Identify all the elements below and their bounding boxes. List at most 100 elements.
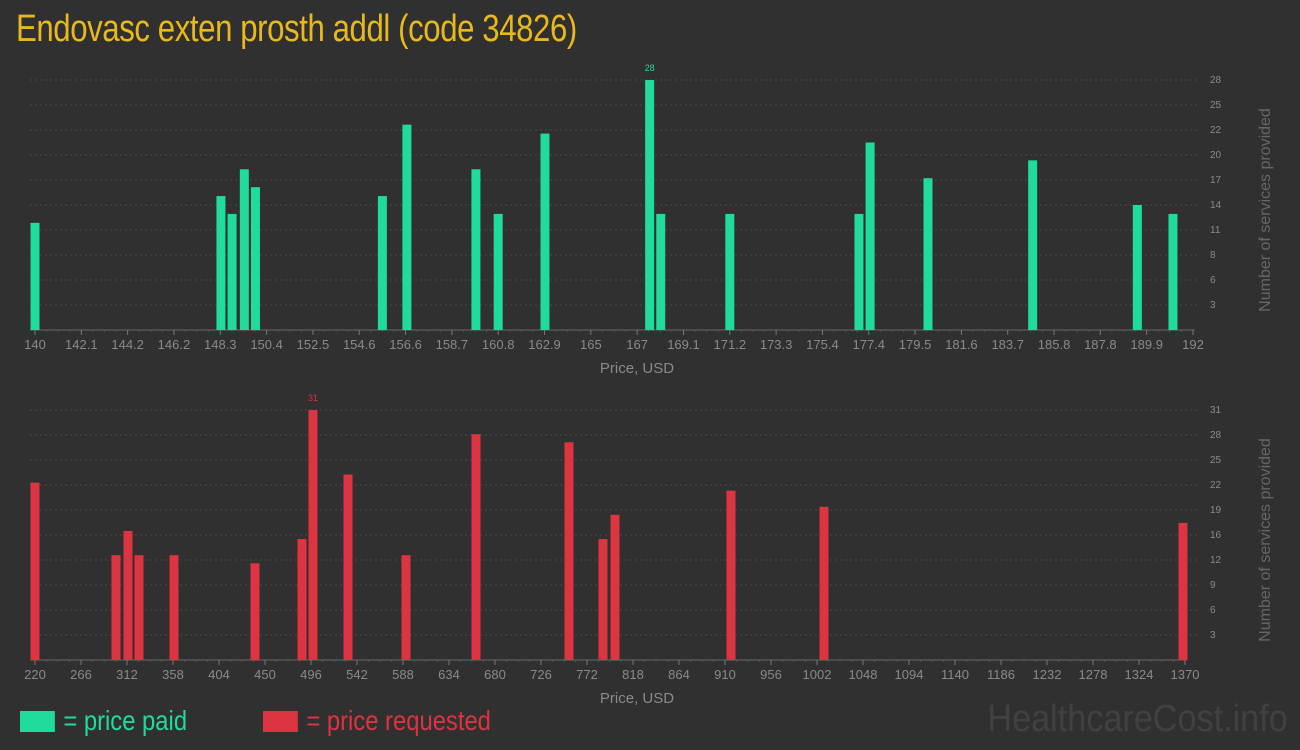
bar[interactable] — [610, 514, 620, 660]
y-tick-label: 14 — [1210, 200, 1222, 211]
x-tick-label: 158.7 — [436, 337, 469, 352]
requested-swatch-icon — [262, 710, 298, 732]
y-tick-label: 11 — [1210, 225, 1221, 236]
x-tick-label: 144.2 — [111, 337, 144, 352]
y-tick-label: 3 — [1210, 300, 1216, 311]
x-tick-label: 1002 — [803, 667, 832, 682]
x-tick-label: 680 — [484, 667, 506, 682]
x-tick-label: 146.2 — [158, 337, 191, 352]
y-tick-label: 25 — [1210, 455, 1222, 466]
y-tick-label: 12 — [1210, 555, 1222, 566]
bar[interactable] — [343, 474, 353, 660]
bar[interactable] — [598, 539, 608, 660]
y-tick-label: 8 — [1210, 250, 1216, 261]
y-tick-label: 3 — [1210, 630, 1216, 641]
x-tick-label: 165 — [580, 337, 602, 352]
y-tick-label: 19 — [1210, 505, 1222, 516]
y-tick-label: 9 — [1210, 580, 1216, 591]
x-tick-label: 148.3 — [204, 337, 237, 352]
x-tick-label: 171.2 — [714, 337, 747, 352]
bar[interactable] — [923, 178, 933, 330]
price-requested-chart-svg: 3 6 9 12 16 19 22 25 28 31 220 266 312 358 404 450 496 54… — [24, 393, 1274, 707]
y-tick-label: 6 — [1210, 275, 1216, 286]
page-title: Endovasc exten prosth addl (code 34826) — [16, 8, 577, 50]
x-tick-label: 154.6 — [343, 337, 376, 352]
legend-item-requested: = price requested — [262, 705, 490, 737]
bar[interactable] — [865, 142, 875, 331]
x-tick-label: 179.5 — [899, 337, 932, 352]
bar[interactable] — [493, 213, 503, 330]
x-tick-label: 152.5 — [297, 337, 330, 352]
bar[interactable] — [645, 80, 655, 330]
x-tick-label: 169.1 — [667, 337, 700, 352]
x-tick-label: 496 — [300, 667, 322, 682]
bar[interactable] — [377, 196, 387, 330]
bar[interactable] — [30, 482, 40, 660]
x-tick-label: 140 — [24, 337, 46, 352]
bar[interactable] — [30, 222, 40, 330]
x-tick-label: 175.4 — [806, 337, 839, 352]
max-value-label: 31 — [308, 393, 318, 403]
x-tick-label: 156.6 — [389, 337, 422, 352]
bar[interactable] — [656, 213, 666, 330]
legend: = price paid = price requested — [20, 705, 577, 737]
x-tick-label: 162.9 — [528, 337, 561, 352]
bar[interactable] — [471, 434, 481, 660]
x-tick-label: 450 — [254, 667, 276, 682]
bar[interactable] — [239, 169, 249, 330]
x-tick-label: 220 — [24, 667, 46, 682]
bar[interactable] — [308, 410, 318, 660]
bar[interactable] — [297, 539, 307, 660]
max-value-label: 28 — [645, 63, 655, 73]
bar[interactable] — [1132, 205, 1142, 330]
bar[interactable] — [111, 555, 121, 660]
bar[interactable] — [1168, 213, 1178, 330]
x-tick-label: 185.8 — [1038, 337, 1071, 352]
bar[interactable] — [402, 124, 412, 331]
watermark-logo[interactable]: HealthcareCost.info — [987, 698, 1288, 740]
bar[interactable] — [216, 196, 226, 330]
price-paid-chart: 3 6 8 11 14 17 20 22 25 28 140 142.1 144.2 146.2 148.3… — [0, 60, 1300, 385]
bar[interactable] — [123, 530, 133, 660]
bar[interactable] — [725, 213, 735, 330]
price-requested-chart: 3 6 9 12 16 19 22 25 28 31 220 266 312 358 404 450 496 54… — [0, 390, 1300, 715]
x-tick-label: 173.3 — [760, 337, 793, 352]
bar[interactable] — [540, 133, 550, 330]
bar[interactable] — [564, 442, 574, 660]
x-tick-label: 266 — [70, 667, 92, 682]
x-tick-label: 192 — [1182, 337, 1204, 352]
bar[interactable] — [471, 169, 481, 330]
x-tick-label: 1232 — [1033, 667, 1062, 682]
bar[interactable] — [854, 213, 864, 330]
y-tick-label: 22 — [1210, 480, 1222, 491]
x-tick-label: 160.8 — [482, 337, 515, 352]
bar[interactable] — [134, 555, 144, 660]
x-tick-label: 910 — [714, 667, 736, 682]
x-axis-label: Price, USD — [600, 360, 674, 377]
bar[interactable] — [401, 555, 411, 660]
x-tick-label: 183.7 — [991, 337, 1024, 352]
bar[interactable] — [819, 506, 829, 660]
x-tick-label: 588 — [392, 667, 414, 682]
x-tick-label: 312 — [116, 667, 138, 682]
bar[interactable] — [726, 490, 736, 660]
x-tick-label: 187.8 — [1084, 337, 1117, 352]
x-tick-label: 1186 — [987, 667, 1015, 682]
x-tick-label: 142.1 — [65, 337, 98, 352]
y-tick-label: 28 — [1210, 430, 1222, 441]
x-tick-label: 1370 — [1171, 667, 1200, 682]
legend-paid-label: = price paid — [63, 705, 188, 736]
x-tick-label: 726 — [530, 667, 552, 682]
bar[interactable] — [1178, 522, 1188, 660]
bar[interactable] — [169, 555, 179, 660]
bar[interactable] — [1028, 160, 1038, 330]
paid-swatch-icon — [20, 710, 55, 732]
y-tick-label: 20 — [1210, 150, 1222, 161]
bar[interactable] — [250, 187, 260, 330]
x-tick-label: 404 — [208, 667, 230, 682]
x-tick-label: 1278 — [1079, 667, 1108, 682]
bar[interactable] — [227, 213, 237, 330]
bar[interactable] — [250, 563, 260, 660]
x-tick-label: 542 — [346, 667, 368, 682]
y-tick-label: 25 — [1210, 100, 1222, 111]
